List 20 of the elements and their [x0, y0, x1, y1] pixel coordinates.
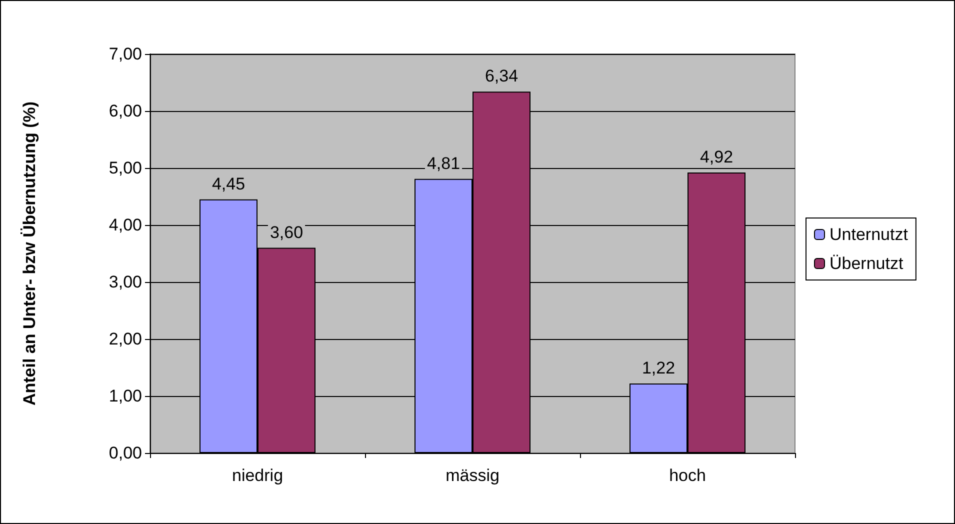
y-axis-title: Anteil an Unter- bzw Übernutzung (%) — [20, 101, 39, 406]
y-tick-label: 3,00 — [108, 272, 142, 292]
legend-label: Unternutzt — [830, 225, 908, 244]
y-tick-label: 4,00 — [108, 216, 142, 234]
data-label: 4,92 — [700, 148, 734, 167]
x-tick-label: niedrig — [232, 466, 284, 485]
data-label: 1,22 — [642, 358, 676, 378]
x-tick-label: mässig — [446, 466, 500, 485]
data-label: 4,45 — [212, 174, 246, 194]
data-label: 6,34 — [484, 66, 518, 86]
data-label: 4,81 — [426, 154, 460, 173]
y-tick-label: 7,00 — [108, 44, 142, 64]
y-tick-label: 1,00 — [108, 386, 142, 406]
legend-label: Übernutzt — [830, 254, 904, 273]
y-tick-label: 6,00 — [108, 102, 142, 120]
x-tick-label: hoch — [669, 466, 706, 485]
data-label: 3,60 — [270, 222, 304, 242]
y-tick-label: 0,00 — [108, 444, 142, 462]
y-tick-label: 5,00 — [108, 158, 142, 178]
y-tick-label: 2,00 — [108, 330, 142, 348]
